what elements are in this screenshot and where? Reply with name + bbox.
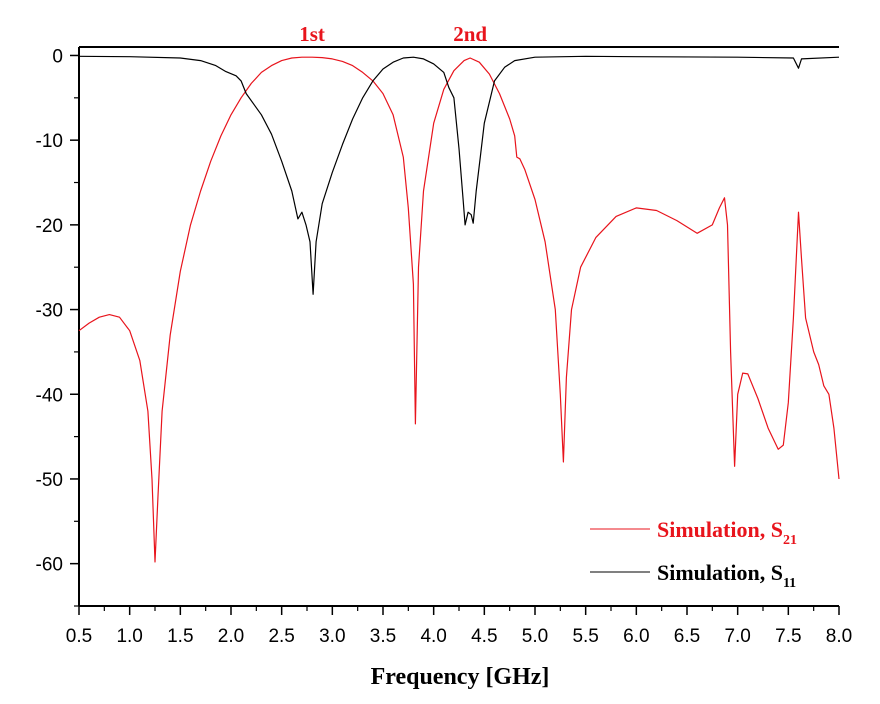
x-tick-label-6.5: 6.5 <box>674 626 700 647</box>
x-tick-label-7.5: 7.5 <box>775 626 801 647</box>
x-tick-label-5.0: 5.0 <box>522 626 548 647</box>
y-tick-label--20: -20 <box>36 216 63 237</box>
y-tick-label--50: -50 <box>36 470 63 491</box>
x-tick-label-4.0: 4.0 <box>420 626 446 647</box>
x-tick-label-2.5: 2.5 <box>268 626 294 647</box>
x-tick-label-3.5: 3.5 <box>370 626 396 647</box>
y-tick-label--10: -10 <box>36 131 63 152</box>
x-tick-label-0.5: 0.5 <box>66 626 92 647</box>
legend-label-s11: Simulation, S11 <box>657 560 796 591</box>
legend-label-s21: Simulation, S21 <box>657 517 797 548</box>
s21-curve <box>78 56 840 563</box>
y-tick-label-0: 0 <box>52 46 63 67</box>
legend: Simulation, S21 Simulation, S11 <box>590 517 797 591</box>
x-tick-label-3.0: 3.0 <box>319 626 345 647</box>
y-tick-label--40: -40 <box>36 385 63 406</box>
x-tick-label-4.5: 4.5 <box>471 626 497 647</box>
annotation-1st: 1st <box>299 22 325 46</box>
x-axis-title: Frequency [GHz] <box>371 664 550 690</box>
x-tick-label-8.0: 8.0 <box>826 626 852 647</box>
s11-curve <box>78 55 840 295</box>
x-tick-label-1.5: 1.5 <box>167 626 193 647</box>
ticks: 0.5 1.0 1.5 2.0 2.5 3.0 3.5 4.0 4.5 5.0 5.5 6.0 6.5 7… <box>36 46 853 647</box>
series-layer <box>78 55 840 563</box>
x-tick-label-1.0: 1.0 <box>116 626 142 647</box>
x-tick-label-2.0: 2.0 <box>218 626 244 647</box>
y-tick-label--60: -60 <box>36 555 63 576</box>
y-tick-label--30: -30 <box>36 301 63 322</box>
annotation-2nd: 2nd <box>453 22 487 46</box>
x-tick-label-6.0: 6.0 <box>623 626 649 647</box>
x-tick-label-7.0: 7.0 <box>724 626 750 647</box>
x-tick-label-5.5: 5.5 <box>572 626 598 647</box>
